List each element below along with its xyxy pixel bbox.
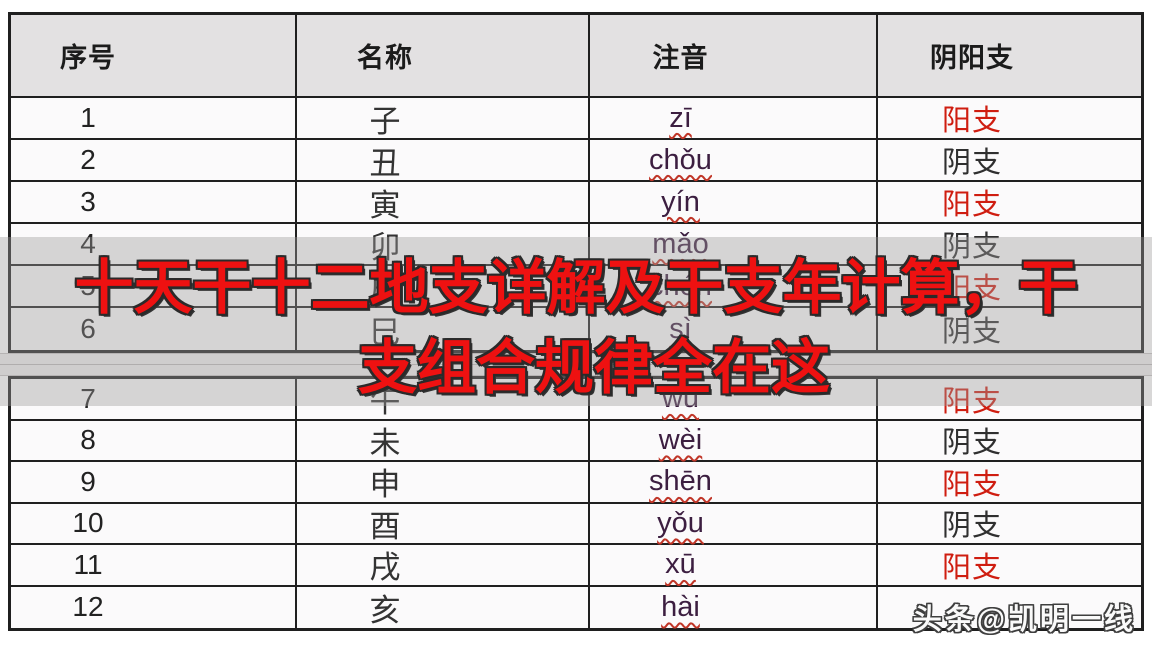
watermark: 头条@凯明一线: [912, 604, 1136, 636]
row-number: 12: [72, 591, 104, 623]
branch-type: 阳支: [941, 105, 1002, 137]
branch-type: 阴支: [941, 316, 1002, 348]
branch-pinyin: mǎo: [652, 227, 709, 260]
header-cell-type: 阴阳支: [878, 15, 1141, 98]
branch-pinyin: chǒu: [649, 143, 712, 176]
branch-name: 巳: [369, 314, 401, 350]
branch-name: 寅: [369, 187, 401, 223]
branches-table-upper: 序号 名称 注音 阴阳支 1 子 zī 阳支 2 丑 chǒu 阴支 3 寅 y…: [8, 12, 1144, 353]
branch-name: 戌: [369, 550, 401, 586]
branch-pinyin: xū: [665, 548, 696, 581]
branch-pinyin: sì: [669, 312, 692, 345]
branch-name: 未: [369, 425, 401, 461]
branch-name: 辰: [369, 271, 401, 307]
branch-pinyin: wǔ: [661, 382, 700, 415]
header-pinyin-label: 注音: [652, 43, 709, 73]
branch-name: 申: [369, 467, 401, 503]
branch-type: 阴支: [941, 510, 1002, 543]
header-cell-no: 序号: [11, 15, 297, 98]
branch-pinyin: wèi: [658, 423, 703, 456]
branch-type: 阳支: [941, 189, 1002, 221]
overlay-title: 十天干十二地支详解及干支年计算，干 支组合规律全在这: [0, 248, 1152, 408]
row-number: 7: [80, 382, 96, 414]
header-name-label: 名称: [357, 43, 413, 73]
branch-type: 阴支: [941, 231, 1002, 263]
branch-name: 卯: [369, 229, 401, 265]
branch-name: 酉: [369, 508, 401, 544]
row-number: 9: [80, 465, 96, 497]
branch-type: 阳支: [941, 468, 1002, 501]
branch-pinyin: yín: [661, 185, 700, 218]
row-number: 1: [80, 102, 96, 133]
title-backdrop: [0, 237, 1152, 406]
branch-type: 阴支: [941, 147, 1002, 179]
branch-type: 阳支: [941, 551, 1002, 584]
branch-pinyin: zī: [669, 101, 692, 134]
branch-type: 阳支: [941, 273, 1002, 305]
row-number: 11: [73, 548, 103, 580]
branch-name: 午: [369, 384, 401, 420]
branch-type: 阴支: [941, 427, 1002, 460]
row-number: 10: [72, 507, 104, 539]
stitch-seam: [0, 353, 1152, 376]
header-cell-name: 名称: [297, 15, 590, 98]
branch-name: 亥: [369, 592, 401, 628]
branches-table-lower: 7 午 wǔ 阳支 8 未 wèi 阴支 9 申 shēn 阳支 10 酉 yǒ…: [8, 376, 1144, 631]
branch-type: 阳支: [941, 385, 1002, 418]
overlay-title-line1: 十天干十二地支详解及干支年计算，干: [74, 255, 1078, 321]
row-number: 4: [80, 228, 96, 259]
row-number: 8: [80, 424, 96, 456]
header-no-label: 序号: [60, 43, 116, 73]
branch-pinyin: shēn: [649, 465, 712, 498]
branch-pinyin: hài: [661, 590, 700, 623]
row-number: 5: [80, 270, 96, 301]
branch-pinyin: yǒu: [657, 506, 704, 539]
branch-name: 子: [369, 103, 401, 139]
header-cell-pinyin: 注音: [590, 15, 878, 98]
row-number: 3: [80, 186, 96, 217]
row-number: 2: [80, 144, 96, 175]
branch-pinyin: chén: [649, 269, 712, 302]
row-number: 6: [80, 313, 96, 344]
overlay-title-line2: 支组合规律全在这: [357, 335, 830, 401]
header-type-label: 阴阳支: [930, 43, 1014, 73]
branch-name: 丑: [369, 145, 401, 181]
